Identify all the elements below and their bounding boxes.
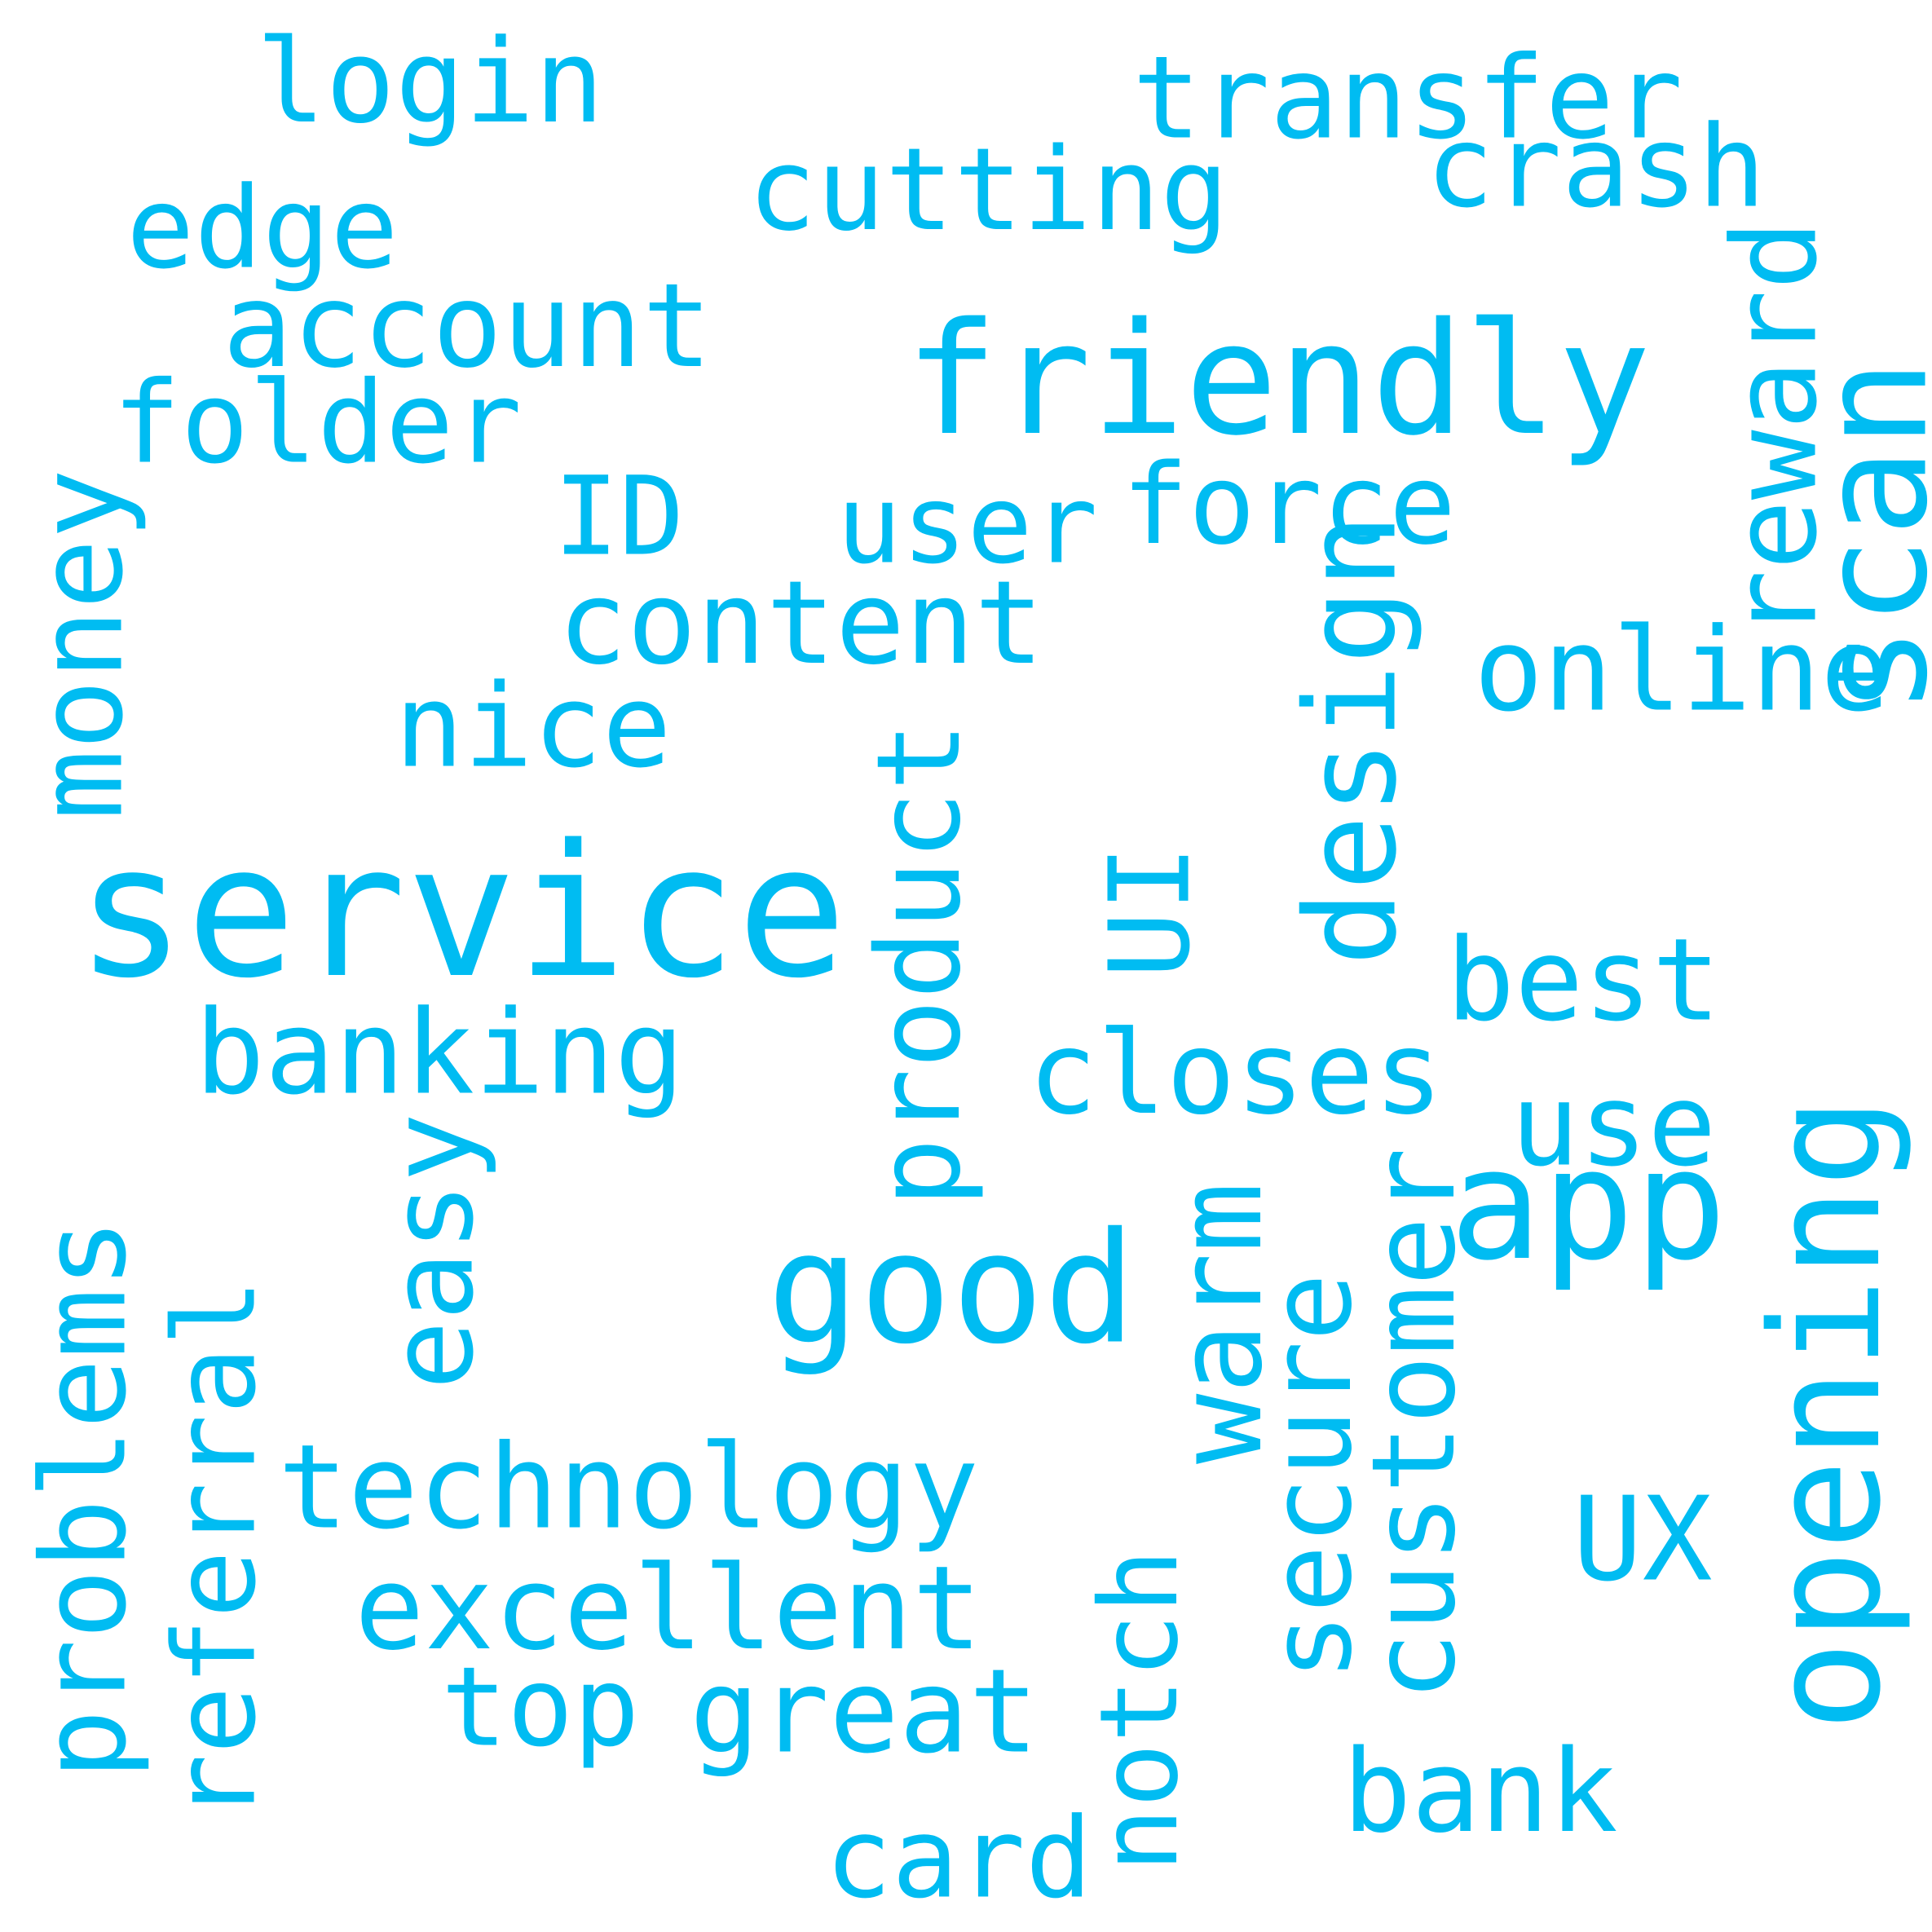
word-notch: notch [1078, 1549, 1202, 1872]
word-bank: bank [1343, 1726, 1618, 1859]
word-crash: crash [1426, 100, 1766, 233]
word-technology: technology [278, 1418, 979, 1555]
word-top: top [441, 1643, 640, 1771]
word-ui: UI [1086, 845, 1215, 978]
word-good: good [767, 1200, 1136, 1378]
word-card: card [825, 1794, 1092, 1924]
word-design: design [1278, 513, 1425, 966]
word-problems: problems [15, 1218, 152, 1780]
word-user: user [836, 461, 1098, 589]
word-excellent: excellent [355, 1541, 982, 1676]
word-ux: UX [1573, 1471, 1713, 1608]
word-referral: referral [149, 1278, 281, 1822]
word-easy: easy [365, 1113, 500, 1390]
word-friendly: friendly [905, 289, 1652, 470]
word-cutting: cutting [748, 124, 1229, 257]
word-best: best [1446, 913, 1721, 1047]
word-product: product [853, 721, 986, 1207]
word-money: money [12, 469, 149, 820]
word-app: app [1449, 1116, 1727, 1295]
word-banking: banking [195, 985, 685, 1121]
word-nice: nice [395, 659, 672, 794]
word-account: account [223, 258, 712, 394]
word-id: ID [554, 453, 685, 580]
word-closes: closes [1028, 1007, 1444, 1140]
word-folder: folder [112, 356, 523, 489]
word-force: force [1122, 441, 1457, 570]
word-secure: secure [1245, 1273, 1377, 1681]
word-edge: edge [126, 161, 399, 294]
word-transfer: transfer [1132, 32, 1683, 165]
word-opening: opening [1738, 1096, 1914, 1731]
word-online: online [1474, 603, 1890, 738]
word-content: content [558, 557, 1044, 690]
word-service: service [76, 805, 847, 1018]
word-use: use [1511, 1058, 1717, 1192]
word-great: great [690, 1643, 1039, 1780]
word-login: login [256, 15, 605, 149]
